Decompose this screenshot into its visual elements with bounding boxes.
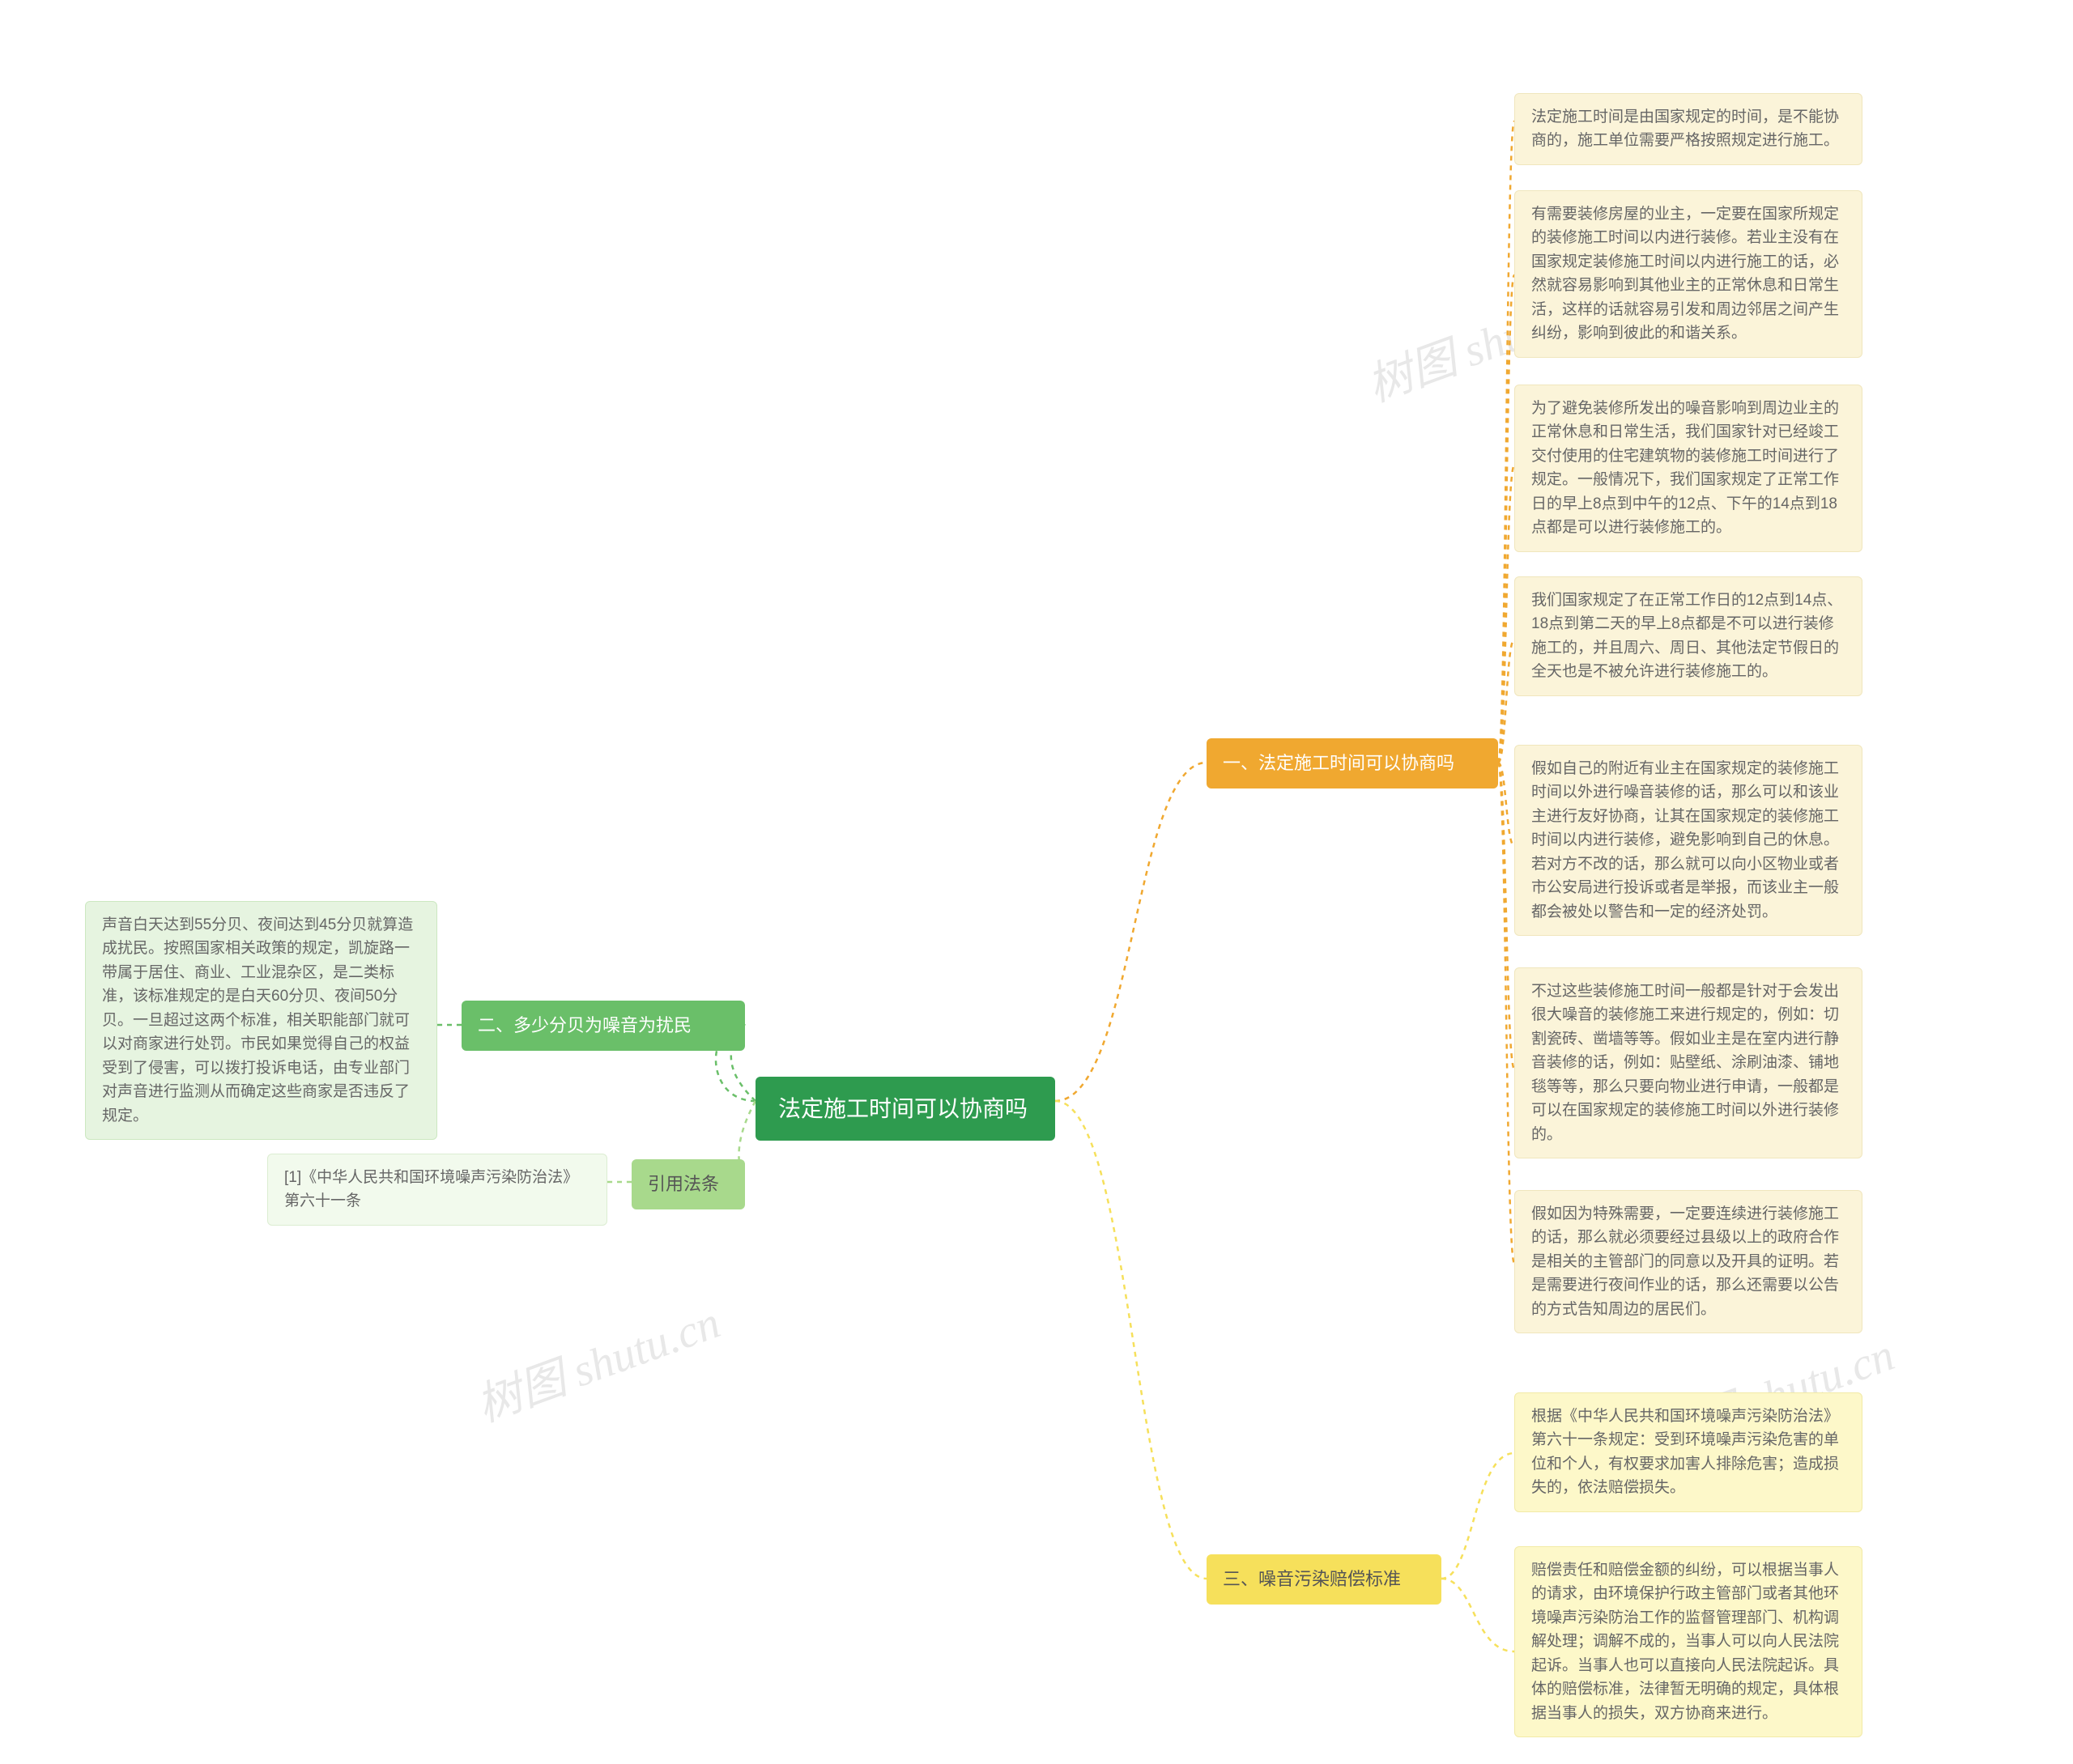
leaf: 假如自己的附近有业主在国家规定的装修施工时间以外进行噪音装修的话，那么可以和该业… — [1514, 745, 1862, 936]
leaf: 为了避免装修所发出的噪音影响到周边业主的正常休息和日常生活，我们国家针对已经竣工… — [1514, 385, 1862, 552]
watermark: 树图 shutu.cn — [466, 1286, 728, 1435]
branch-1: 一、法定施工时间可以协商吗 — [1207, 738, 1498, 788]
leaf: 有需要装修房屋的业主，一定要在国家所规定的装修施工时间以内进行装修。若业主没有在… — [1514, 190, 1862, 358]
branch-2: 二、多少分贝为噪音为扰民 — [462, 1001, 745, 1051]
leaf: 我们国家规定了在正常工作日的12点到14点、18点到第二天的早上8点都是不可以进… — [1514, 576, 1862, 696]
leaf: 赔偿责任和赔偿金额的纠纷，可以根据当事人的请求，由环境保护行政主管部门或者其他环… — [1514, 1546, 1862, 1737]
leaf: 不过这些装修施工时间一般都是针对于会发出很大噪音的装修施工来进行规定的，例如：切… — [1514, 967, 1862, 1158]
branch-3: 三、噪音污染赔偿标准 — [1207, 1554, 1441, 1605]
leaf: 假如因为特殊需要，一定要连续进行装修施工的话，那么就必须要经过县级以上的政府合作… — [1514, 1190, 1862, 1333]
leaf: [1]《中华人民共和国环境噪声污染防治法》第六十一条 — [267, 1154, 607, 1226]
leaf: 声音白天达到55分贝、夜间达到45分贝就算造成扰民。按照国家相关政策的规定，凯旋… — [85, 901, 437, 1140]
leaf: 法定施工时间是由国家规定的时间，是不能协商的，施工单位需要严格按照规定进行施工。 — [1514, 93, 1862, 165]
mindmap-root: 法定施工时间可以协商吗 — [756, 1077, 1055, 1141]
branch-4: 引用法条 — [632, 1159, 745, 1209]
leaf: 根据《中华人民共和国环境噪声污染防治法》第六十一条规定：受到环境噪声污染危害的单… — [1514, 1392, 1862, 1512]
